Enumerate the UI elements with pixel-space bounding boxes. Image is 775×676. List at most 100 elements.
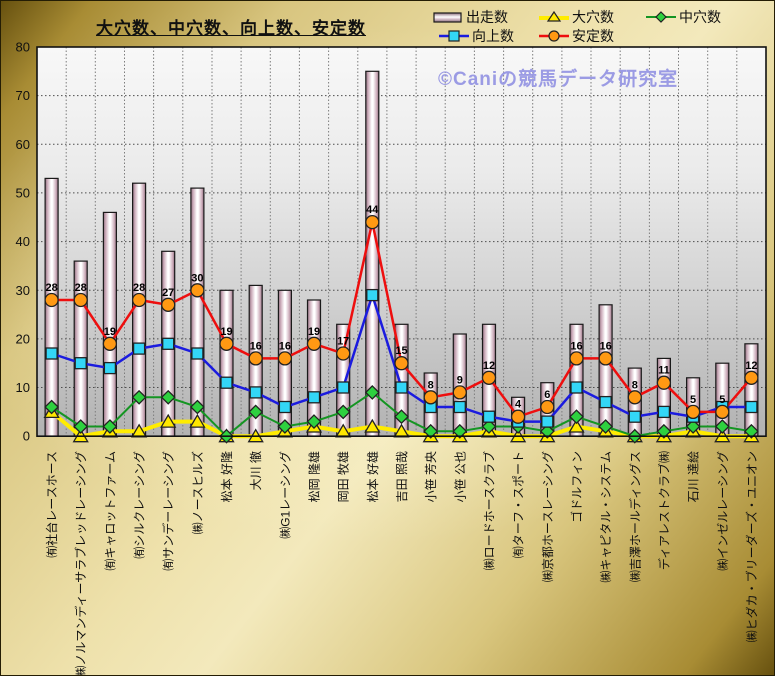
diamond-marker: [539, 423, 555, 439]
circle-marker: [131, 292, 147, 308]
data-label: 6: [544, 389, 550, 401]
square-marker: [482, 410, 496, 423]
x-axis-category-label: ㈲シルクレーシング: [133, 451, 147, 559]
square-marker: [74, 357, 87, 370]
watermark: ©Caniの競馬データ研究室: [438, 69, 679, 90]
square-marker: [657, 405, 671, 419]
x-axis-category-label: ㈱京都ホースレーシング: [541, 451, 555, 582]
y-axis-tick-label: 80: [16, 40, 30, 55]
y-axis-tick-label: 70: [16, 88, 30, 103]
circle-marker: [394, 356, 409, 371]
x-axis-category-label: 吉田 照哉: [394, 451, 409, 502]
data-label: 8: [428, 379, 434, 391]
data-label: 16: [279, 340, 291, 352]
circle-marker: [102, 336, 118, 351]
diamond-marker: [248, 404, 264, 420]
square-marker: [45, 347, 58, 360]
x-axis-category-label: 岡田 牧雄: [336, 451, 351, 502]
x-axis-category-label: ㈱G1レーシング: [278, 451, 292, 539]
bar: [219, 289, 234, 437]
x-axis-category-label: ㈱インゼルレーシング: [716, 451, 730, 571]
diamond-marker: [598, 419, 614, 434]
circle-marker: [685, 404, 701, 420]
diamond-marker: [335, 404, 351, 420]
x-axis-category-label: ㈱ノースヒルズ: [190, 451, 205, 534]
diamond-marker: [189, 399, 205, 415]
square-marker: [570, 381, 583, 394]
diamond-marker: [569, 409, 584, 425]
diamond-marker: [452, 423, 468, 439]
square-marker: [745, 400, 758, 414]
diamond-marker: [277, 419, 293, 434]
x-axis-category-label: 石川 達絵: [686, 451, 701, 502]
data-label: 12: [745, 360, 757, 372]
circle-marker: [452, 385, 467, 400]
circle-marker: [44, 292, 59, 308]
circle-marker: [73, 292, 88, 308]
bar: [44, 177, 59, 437]
square-marker: [541, 415, 554, 428]
legend-item-diamond-series: 中穴数: [646, 9, 721, 25]
data-label: 16: [599, 340, 611, 352]
diamond-marker: [743, 423, 759, 439]
data-label: 44: [366, 204, 379, 216]
circle-marker: [510, 409, 526, 424]
circle-marker: [277, 351, 293, 366]
x-axis-category-label: ㈱キャピタル・システム: [599, 451, 613, 583]
x-axis-category-label: 松本 好雄: [365, 451, 380, 502]
triangle-marker: [568, 418, 585, 433]
circle-marker: [190, 283, 205, 298]
square-marker: [103, 361, 117, 375]
data-label: 17: [337, 336, 349, 348]
data-label: 5: [690, 394, 696, 406]
x-axis-category-label: ゴドルフィン: [569, 451, 584, 523]
legend-label: 向上数: [472, 28, 514, 44]
legend-circle-marker-icon: [539, 30, 569, 42]
diamond-marker: [131, 389, 147, 405]
data-label: 19: [104, 326, 116, 338]
square-marker: [453, 400, 466, 414]
x-axis-category-label: ㈲サンデーレーシング: [161, 451, 176, 571]
circle-marker: [744, 370, 759, 385]
square-marker: [366, 288, 379, 302]
diamond-marker: [394, 409, 409, 425]
circle-marker: [481, 370, 497, 385]
square-marker: [599, 395, 612, 409]
y-axis-tick-label: 20: [16, 331, 30, 346]
data-label: 19: [220, 326, 232, 338]
diamond-marker: [73, 419, 89, 434]
legend-label: 安定数: [572, 28, 614, 44]
diamond-marker: [481, 419, 497, 434]
data-label: 8: [632, 379, 638, 391]
triangle-marker: [364, 418, 381, 433]
x-axis-category-label: ㈱ヒダカ・ブリーダーズ・ユニオン: [744, 451, 759, 642]
data-label: 19: [308, 326, 320, 338]
data-label: 16: [250, 340, 262, 352]
triangle-marker: [189, 413, 206, 428]
circle-marker: [540, 399, 555, 415]
diamond-marker: [44, 399, 60, 415]
square-marker: [307, 391, 321, 404]
legend-label: 大穴数: [572, 9, 614, 25]
x-axis-category-label: 大川 徹: [248, 451, 263, 490]
y-axis-tick-label: 50: [16, 185, 30, 200]
triangle-marker: [160, 413, 177, 428]
data-label: 15: [395, 345, 407, 357]
bar: [190, 187, 205, 437]
legend-item-triangle-series: 大穴数: [539, 9, 614, 25]
plot-border: [36, 46, 767, 438]
square-marker: [628, 410, 641, 423]
circle-marker: [248, 351, 263, 366]
y-axis-tick-label: 30: [16, 283, 30, 298]
legend-label: 出走数: [466, 9, 508, 25]
chart-title: 大穴数、中穴数、向上数、安定数: [96, 19, 366, 38]
square-marker: [249, 386, 262, 399]
x-axis-category-label: ㈱ロードホースクラブ: [482, 451, 497, 570]
legend-item-bar-series: 出走数: [433, 9, 508, 25]
data-label: 28: [45, 282, 57, 294]
data-label: 30: [191, 272, 203, 284]
diamond-marker: [714, 419, 730, 434]
circle-marker: [423, 390, 438, 405]
x-axis-category-label: ㈱吉澤ホールディングス: [627, 451, 642, 582]
